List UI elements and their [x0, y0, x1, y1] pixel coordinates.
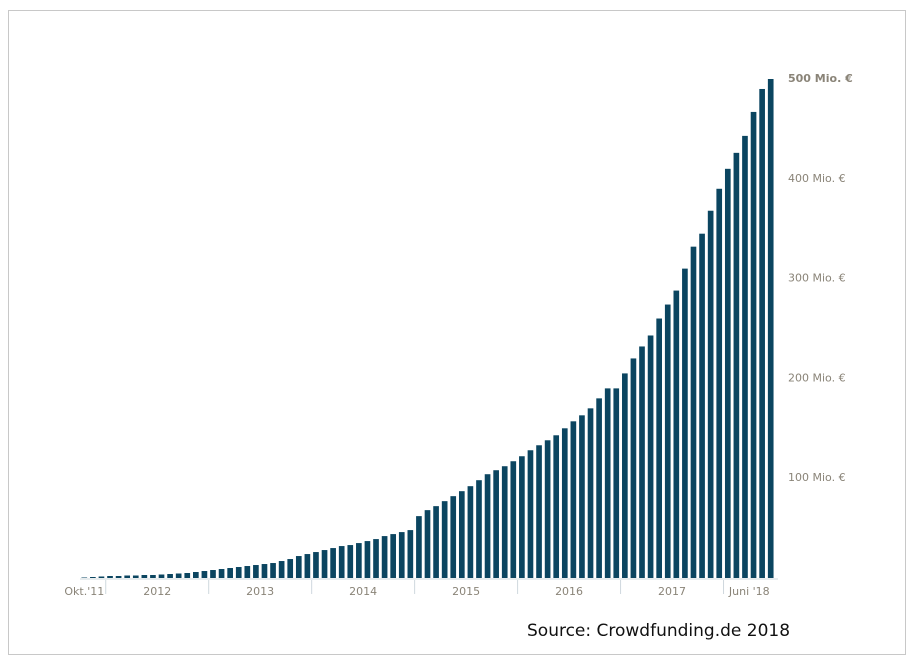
y-tick-label: 100 Mio. € [788, 471, 846, 484]
bar [630, 358, 637, 578]
bar [253, 565, 259, 578]
bar [570, 421, 577, 578]
bar [553, 435, 560, 578]
bar [416, 516, 422, 578]
x-tick-label: 2017 [658, 585, 686, 598]
bar [656, 318, 662, 578]
bar [193, 572, 199, 578]
bar [313, 552, 319, 578]
bar [484, 474, 491, 578]
bar [107, 576, 113, 578]
bar [673, 290, 680, 578]
y-tick-label: 400 Mio. € [788, 172, 846, 185]
bar [647, 335, 654, 578]
y-tick-label: 500 Mio. € [788, 72, 853, 85]
bar [707, 210, 714, 578]
bar [536, 445, 542, 578]
bar [458, 491, 465, 578]
bar [390, 534, 397, 578]
bar [150, 575, 156, 578]
bar [519, 456, 525, 578]
bar [381, 536, 388, 578]
bar [750, 111, 757, 579]
bar [141, 575, 148, 578]
x-tick-label: Juni '18 [728, 585, 770, 598]
bar [235, 567, 242, 578]
bar [476, 480, 482, 578]
bar [682, 268, 688, 578]
bar [295, 556, 302, 578]
bar [90, 577, 96, 578]
bar [759, 88, 765, 578]
bar [579, 415, 585, 578]
bar [356, 543, 362, 578]
bar [338, 546, 345, 578]
bar [493, 470, 499, 578]
bar [733, 152, 740, 579]
bar [622, 373, 628, 578]
bar [287, 559, 294, 578]
bar [132, 575, 139, 578]
bar [433, 506, 439, 578]
bar [639, 346, 645, 578]
bar [450, 496, 457, 578]
x-tick-label: 2015 [452, 585, 480, 598]
bar [587, 408, 594, 578]
bar [304, 554, 311, 578]
bar [364, 541, 371, 578]
y-tick-label: 300 Mio. € [788, 272, 846, 285]
bar [261, 564, 268, 578]
bar [441, 501, 448, 578]
bar [347, 545, 354, 578]
source-note: Source: Crowdfunding.de 2018 [527, 621, 790, 641]
bar [244, 566, 251, 578]
bar [210, 570, 216, 578]
bar [167, 574, 173, 578]
bar [218, 569, 225, 578]
x-tick-label: 2016 [555, 585, 583, 598]
bar [424, 510, 431, 578]
bar [561, 428, 568, 578]
bar [690, 246, 697, 578]
bar [158, 574, 165, 578]
bar [767, 79, 774, 578]
bar [467, 486, 474, 578]
bar [98, 576, 105, 578]
bar [227, 568, 233, 578]
bar [124, 575, 131, 578]
frame [8, 10, 906, 655]
bar [724, 168, 731, 578]
bar [330, 548, 336, 578]
bar [184, 573, 191, 578]
bar [501, 466, 508, 578]
bar [596, 398, 602, 578]
bar [175, 573, 182, 578]
x-tick-label: 2013 [246, 585, 274, 598]
bar [407, 530, 414, 578]
bar [321, 550, 328, 578]
bar [664, 304, 671, 578]
bar [115, 576, 122, 578]
bar [527, 450, 534, 578]
bar [613, 388, 620, 578]
x-tick-label: 2012 [143, 585, 171, 598]
bar [699, 233, 705, 578]
bar [742, 135, 748, 579]
bar [716, 188, 723, 578]
bar [510, 461, 517, 578]
y-tick-label: 200 Mio. € [788, 371, 846, 384]
bar [270, 563, 276, 578]
bar [544, 440, 551, 578]
bar [398, 532, 405, 578]
bar [201, 571, 208, 578]
bar [373, 539, 379, 578]
x-tick-label: Okt.'11 [64, 585, 104, 598]
x-tick-label: 2014 [349, 585, 377, 598]
bar [604, 388, 611, 578]
bar [278, 561, 285, 578]
